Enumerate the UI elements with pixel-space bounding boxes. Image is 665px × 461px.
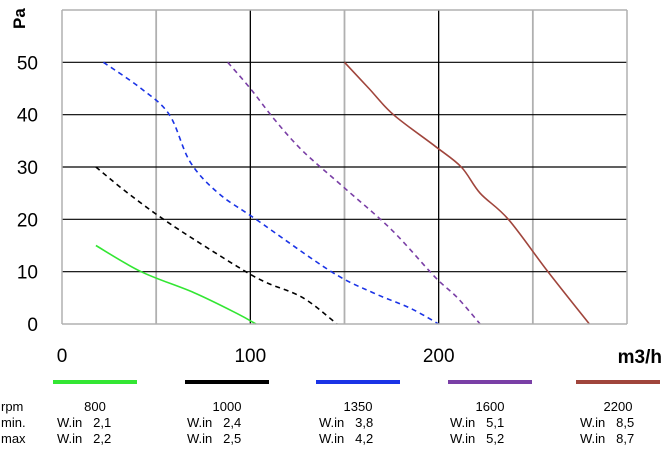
row-label: max xyxy=(1,431,26,446)
rpm-value: 2200 xyxy=(603,399,633,414)
y-axis-label: Pa xyxy=(10,8,29,29)
rpm-value: 1000 xyxy=(212,399,242,414)
max-power-value: W.in 8,7 xyxy=(580,431,635,446)
rpm-value: 1350 xyxy=(343,399,373,414)
series-line-1350 xyxy=(102,61,440,325)
y-tick-label: 40 xyxy=(17,106,38,127)
rpm-value: 1600 xyxy=(475,399,505,414)
series-line-800 xyxy=(95,244,257,325)
y-tick-label: 0 xyxy=(27,315,38,336)
row-label: rpm xyxy=(1,399,24,414)
series-line-2200 xyxy=(343,61,590,325)
series-line-1000 xyxy=(95,166,338,325)
min-power-value: W.in 2,1 xyxy=(57,415,112,430)
y-tick-label: 20 xyxy=(17,210,38,231)
x-tick-label: 0 xyxy=(57,346,68,367)
max-power-value: W.in 4,2 xyxy=(319,431,374,446)
row-label: min. xyxy=(1,415,26,430)
max-power-value: W.in 5,2 xyxy=(450,431,505,446)
min-power-value: W.in 8,5 xyxy=(580,415,635,430)
y-tick-label: 50 xyxy=(17,53,38,74)
min-power-value: W.in 5,1 xyxy=(450,415,505,430)
min-power-value: W.in 3,8 xyxy=(319,415,374,430)
max-power-value: W.in 2,2 xyxy=(57,431,112,446)
rpm-value: 800 xyxy=(84,399,106,414)
grid xyxy=(62,9,628,324)
max-power-value: W.in 2,5 xyxy=(187,431,242,446)
min-power-value: W.in 2,4 xyxy=(187,415,242,430)
series-lines xyxy=(95,61,590,325)
y-tick-label: 30 xyxy=(17,158,38,179)
x-tick-label: 200 xyxy=(423,346,455,367)
x-tick-label: 100 xyxy=(234,346,266,367)
series-line-1600 xyxy=(227,61,481,325)
y-tick-label: 10 xyxy=(17,263,38,284)
x-axis-label: m3/h xyxy=(618,347,662,368)
axes: 0 10 20 30 40 50 0 100 200 Pa m3/h xyxy=(10,8,662,368)
